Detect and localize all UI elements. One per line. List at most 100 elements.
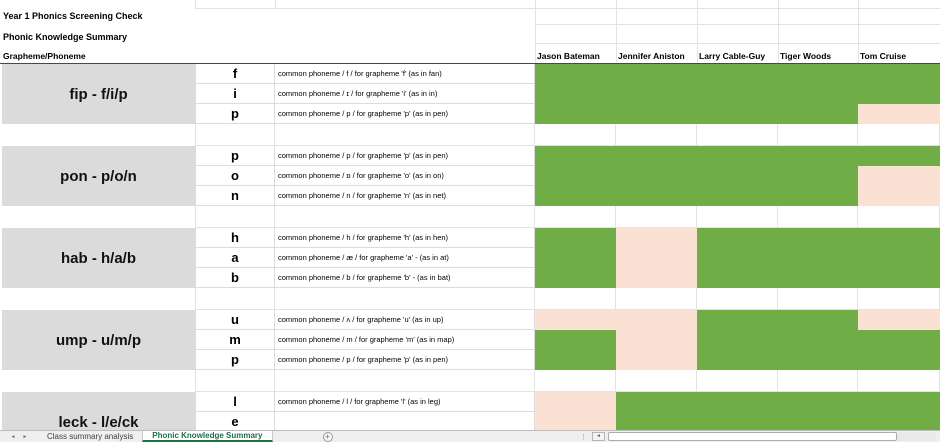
tab-splitter-icon[interactable]: ⋮ [580, 433, 587, 441]
result-cell[interactable] [778, 248, 858, 268]
result-cell[interactable] [535, 248, 616, 268]
scrollbar-thumb[interactable] [608, 432, 897, 441]
grapheme-letter-cell[interactable]: p [195, 146, 275, 166]
empty-cell[interactable] [616, 288, 697, 310]
grapheme-group-cell[interactable]: hab - h/a/b [0, 228, 195, 288]
result-cell[interactable] [535, 392, 616, 412]
grapheme-group-cell[interactable]: fip - f/i/p [0, 64, 195, 124]
result-cell[interactable] [697, 104, 778, 124]
result-cell[interactable] [697, 330, 778, 350]
result-cell[interactable] [778, 186, 858, 206]
phoneme-description-cell[interactable]: common phoneme / f / for grapheme 'f' (a… [275, 64, 535, 84]
result-cell[interactable] [616, 310, 697, 330]
phoneme-description-cell[interactable] [275, 412, 535, 430]
empty-cell[interactable] [195, 124, 275, 146]
result-cell[interactable] [535, 166, 616, 186]
result-cell[interactable] [616, 104, 697, 124]
result-cell[interactable] [858, 392, 940, 412]
result-cell[interactable] [778, 228, 858, 248]
result-cell[interactable] [616, 186, 697, 206]
result-cell[interactable] [858, 248, 940, 268]
result-cell[interactable] [616, 166, 697, 186]
result-cell[interactable] [697, 64, 778, 84]
empty-cell[interactable] [858, 288, 940, 310]
result-cell[interactable] [697, 228, 778, 248]
result-cell[interactable] [535, 412, 616, 430]
result-cell[interactable] [697, 310, 778, 330]
empty-cell[interactable] [858, 124, 940, 146]
phoneme-description-cell[interactable]: common phoneme / ʌ / for grapheme 'u' (a… [275, 310, 535, 330]
result-cell[interactable] [697, 268, 778, 288]
grapheme-letter-cell[interactable]: a [195, 248, 275, 268]
result-cell[interactable] [616, 228, 697, 248]
grapheme-letter-cell[interactable]: p [195, 350, 275, 370]
empty-cell[interactable] [0, 370, 195, 392]
grapheme-group-cell[interactable]: pon - p/o/n [0, 146, 195, 206]
result-cell[interactable] [858, 64, 940, 84]
empty-cell[interactable] [616, 206, 697, 228]
empty-cell[interactable] [0, 124, 195, 146]
grapheme-group-cell[interactable]: leck - l/e/ck [0, 392, 195, 430]
empty-cell[interactable] [778, 288, 858, 310]
empty-cell[interactable] [275, 206, 535, 228]
result-cell[interactable] [858, 268, 940, 288]
result-cell[interactable] [778, 310, 858, 330]
result-cell[interactable] [858, 310, 940, 330]
empty-cell[interactable] [535, 124, 616, 146]
result-cell[interactable] [778, 350, 858, 370]
result-cell[interactable] [778, 392, 858, 412]
empty-cell[interactable] [778, 124, 858, 146]
result-cell[interactable] [616, 64, 697, 84]
result-cell[interactable] [778, 166, 858, 186]
empty-cell[interactable] [195, 288, 275, 310]
result-cell[interactable] [778, 330, 858, 350]
result-cell[interactable] [535, 310, 616, 330]
grapheme-letter-cell[interactable]: m [195, 330, 275, 350]
phoneme-description-cell[interactable]: common phoneme / p / for grapheme 'p' (a… [275, 104, 535, 124]
result-cell[interactable] [616, 84, 697, 104]
result-cell[interactable] [616, 268, 697, 288]
result-cell[interactable] [858, 228, 940, 248]
result-cell[interactable] [616, 412, 697, 430]
phoneme-description-cell[interactable]: common phoneme / b / for grapheme 'b' - … [275, 268, 535, 288]
empty-cell[interactable] [616, 370, 697, 392]
result-cell[interactable] [858, 146, 940, 166]
result-cell[interactable] [778, 146, 858, 166]
result-cell[interactable] [616, 248, 697, 268]
tab-phonic-knowledge-summary[interactable]: Phonic Knowledge Summary [142, 431, 273, 442]
grapheme-letter-cell[interactable]: f [195, 64, 275, 84]
result-cell[interactable] [697, 412, 778, 430]
result-cell[interactable] [858, 330, 940, 350]
result-cell[interactable] [616, 350, 697, 370]
result-cell[interactable] [697, 166, 778, 186]
empty-cell[interactable] [616, 124, 697, 146]
result-cell[interactable] [535, 104, 616, 124]
result-cell[interactable] [778, 64, 858, 84]
result-cell[interactable] [697, 392, 778, 412]
empty-cell[interactable] [858, 206, 940, 228]
phoneme-description-cell[interactable]: common phoneme / ɪ / for grapheme 'i' (a… [275, 84, 535, 104]
phoneme-description-cell[interactable]: common phoneme / m / for grapheme 'm' (a… [275, 330, 535, 350]
empty-cell[interactable] [0, 206, 195, 228]
scroll-left-icon[interactable]: ◄ [592, 432, 605, 441]
grapheme-letter-cell[interactable]: l [195, 392, 275, 412]
result-cell[interactable] [616, 392, 697, 412]
result-cell[interactable] [858, 166, 940, 186]
result-cell[interactable] [697, 350, 778, 370]
phoneme-description-cell[interactable]: common phoneme / ɒ / for grapheme 'o' (a… [275, 166, 535, 186]
grapheme-group-cell[interactable]: ump - u/m/p [0, 310, 195, 370]
empty-cell[interactable] [697, 206, 778, 228]
tab-class-summary-analysis[interactable]: Class summary analysis [47, 432, 134, 441]
sheet-nav-right-icon[interactable]: ► [22, 433, 28, 440]
grapheme-letter-cell[interactable]: h [195, 228, 275, 248]
grapheme-letter-cell[interactable]: b [195, 268, 275, 288]
result-cell[interactable] [616, 146, 697, 166]
empty-cell[interactable] [778, 370, 858, 392]
result-cell[interactable] [778, 268, 858, 288]
empty-cell[interactable] [858, 370, 940, 392]
phoneme-description-cell[interactable]: common phoneme / æ / for grapheme 'a' - … [275, 248, 535, 268]
result-cell[interactable] [858, 412, 940, 430]
phoneme-description-cell[interactable]: common phoneme / p / for grapheme 'p' (a… [275, 350, 535, 370]
empty-cell[interactable] [275, 370, 535, 392]
empty-cell[interactable] [535, 370, 616, 392]
